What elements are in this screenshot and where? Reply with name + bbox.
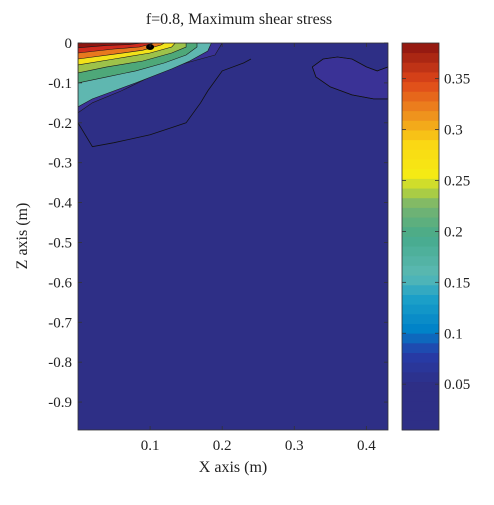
colorbar-tick-label: 0.15 [444,275,470,291]
colorbar-swatch [402,217,439,228]
colorbar-swatch [402,72,439,83]
colorbar-swatch [402,410,439,421]
colorbar-swatch [402,188,439,199]
colorbar-swatch [402,420,439,431]
colorbar-swatch [402,159,439,170]
contour-line-1 [312,56,388,72]
y-tick-label: -0.4 [48,196,72,212]
y-tick-label: -0.5 [48,235,72,251]
colorbar-tick-label: 0.2 [444,224,463,240]
x-axis-ticks: 0.1 0.2 0.3 0.4 [141,43,376,454]
colorbar-tick-label: 0.35 [444,72,470,88]
colorbar-swatch [402,284,439,295]
colorbar-swatch [402,275,439,286]
colorbar: 0.05 0.1 0.15 0.2 0.25 0.3 0.35 [401,42,470,431]
contour-regions [78,43,388,114]
colorbar-swatch [402,362,439,373]
x-tick-label: 0.4 [357,438,376,454]
colorbar-swatch [402,197,439,208]
y-tick-label: 0 [65,36,73,52]
colorbar-swatch [402,130,439,141]
colorbar-swatch [402,342,439,353]
plot-area [78,43,388,430]
colorbar-swatch [402,371,439,383]
colorbar-swatch [402,294,439,305]
y-axis-label: Z axis (m) [14,203,31,270]
colorbar-tick-label: 0.05 [444,377,470,393]
y-axis-ticks: 0 -0.1 -0.2 -0.3 -0.4 -0.5 -0.6 -0.7 -0.8 -0.9 [48,36,388,411]
colorbar-swatch [402,323,439,334]
y-tick-label: -0.1 [48,76,72,92]
x-axis-label: X axis (m) [199,459,267,476]
y-tick-label: -0.7 [48,315,72,331]
contour-line-2 [311,66,388,100]
colorbar-swatch [402,120,439,131]
colorbar-swatch [402,236,439,247]
contour-lines [78,56,388,148]
contour-line-0 [78,58,252,148]
x-tick-label: 0.2 [213,438,232,454]
plot-background [78,43,388,430]
colorbar-swatches [402,43,439,431]
colorbar-swatch [402,400,439,412]
colorbar-swatch [402,91,439,102]
colorbar-swatch [402,246,439,257]
colorbar-tick-label: 0.3 [444,123,463,139]
x-tick-label: 0.1 [141,438,160,454]
colorbar-swatch [402,304,439,315]
y-tick-label: -0.2 [48,116,72,132]
plot-frame [77,42,389,431]
colorbar-swatch [402,333,439,344]
colorbar-swatch [402,313,439,324]
colorbar-swatch [402,81,439,92]
colorbar-swatch [402,52,439,63]
colorbar-swatch [402,207,439,218]
colorbar-swatch [402,168,439,179]
contour-region-7 [78,43,143,49]
colorbar-swatch [402,62,439,73]
colorbar-swatch [402,149,439,160]
colorbar-swatch [402,101,439,112]
colorbar-swatch [402,139,439,150]
colorbar-swatch [402,391,439,402]
y-tick-label: -0.6 [48,275,72,291]
colorbar-swatch [402,381,439,392]
colorbar-swatch [402,110,439,121]
colorbar-swatch [402,178,439,189]
chart-title: f=0.8, Maximum shear stress [146,11,332,28]
colorbar-frame [401,42,440,431]
colorbar-tick-label: 0.1 [444,326,463,342]
colorbar-ticks: 0.05 0.1 0.15 0.2 0.25 0.3 0.35 [402,72,470,393]
colorbar-swatch [402,226,439,237]
x-tick-label: 0.3 [285,438,304,454]
colorbar-swatch [402,43,439,54]
y-tick-label: -0.3 [48,156,72,172]
colorbar-swatch [402,352,439,363]
colorbar-tick-label: 0.25 [444,173,470,189]
y-tick-label: -0.8 [48,355,72,371]
colorbar-swatch [402,265,439,276]
y-tick-label: -0.9 [48,395,72,411]
colorbar-swatch [402,255,439,266]
